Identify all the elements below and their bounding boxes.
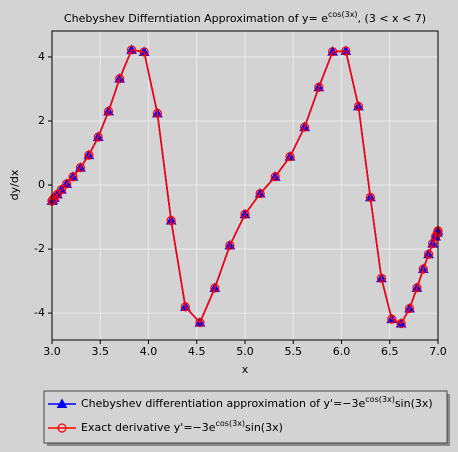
x-axis-label: x	[242, 363, 249, 376]
legend-text: sin(3x)	[245, 421, 283, 434]
marker	[376, 273, 387, 283]
y-tick-label: 0	[38, 178, 45, 191]
marker	[365, 192, 375, 202]
y-axis-label: dy/dx	[8, 169, 21, 200]
title-superscript: cos(3x)	[328, 10, 358, 19]
marker	[423, 249, 434, 259]
marker	[210, 283, 220, 293]
legend-label: Chebyshev differentiation approximation …	[81, 395, 433, 411]
marker	[412, 283, 422, 293]
marker	[57, 423, 67, 433]
marker	[341, 46, 351, 56]
marker	[404, 303, 415, 314]
marker	[103, 106, 114, 116]
marker	[418, 264, 428, 274]
marker	[56, 398, 68, 408]
chart-title: Chebyshev Differntiation Approximation o…	[64, 10, 426, 26]
marker	[255, 188, 265, 199]
legend-superscript: cos(3x)	[365, 395, 395, 404]
legend-box	[43, 390, 448, 444]
marker	[84, 150, 94, 160]
marker	[195, 317, 205, 328]
plot-frame	[51, 30, 439, 341]
marker	[166, 215, 176, 226]
marker	[62, 179, 72, 189]
marker	[139, 47, 149, 57]
x-tick-label: 7.0	[429, 345, 447, 358]
marker	[68, 172, 78, 182]
marker	[126, 45, 137, 55]
marker	[225, 240, 235, 251]
legend-text: Exact derivative y'=−3e	[81, 421, 216, 434]
title-text: Chebyshev Differntiation Approximation o…	[64, 12, 328, 25]
marker	[300, 122, 310, 132]
marker	[75, 163, 86, 173]
legend-text: Chebyshev differentiation approximation …	[81, 397, 366, 410]
legend-superscript: cos(3x)	[216, 419, 246, 428]
x-tick-label: 5.0	[236, 345, 254, 358]
marker	[56, 185, 67, 195]
marker	[47, 195, 58, 205]
legend-text: sin(3x)	[395, 397, 433, 410]
x-tick-label: 3.5	[92, 345, 110, 358]
x-tick-label: 6.0	[333, 345, 351, 358]
marker	[353, 101, 364, 111]
x-tick-label: 6.5	[381, 345, 399, 358]
marker	[93, 132, 103, 142]
marker	[285, 151, 295, 162]
marker	[180, 302, 190, 312]
marker	[314, 82, 324, 92]
y-tick-label: -2	[34, 242, 45, 255]
y-tick-label: 4	[38, 50, 45, 63]
legend-label: Exact derivative y'=−3ecos(3x)sin(3x)	[81, 419, 283, 435]
marker	[240, 209, 250, 219]
marker	[115, 74, 125, 84]
y-tick-label: -4	[34, 306, 45, 319]
x-tick-label: 3.0	[43, 345, 61, 358]
marker	[387, 314, 397, 324]
plot-area: 3.0 3.5 4.0 4.5 5.0 5.5 6.0 6.5 7.0 -4 -2 0 2 4	[34, 30, 447, 358]
x-tick-label: 5.5	[285, 345, 303, 358]
marker	[152, 108, 162, 118]
x-tick-label: 4.5	[188, 345, 206, 358]
y-tick-label: 2	[38, 114, 45, 127]
legend: Chebyshev differentiation approximation …	[48, 395, 433, 435]
x-tick-label: 4.0	[140, 345, 158, 358]
marker	[396, 318, 406, 329]
marker	[328, 47, 338, 57]
marker	[270, 172, 280, 182]
title-text: , (3 < x < 7)	[358, 12, 427, 25]
